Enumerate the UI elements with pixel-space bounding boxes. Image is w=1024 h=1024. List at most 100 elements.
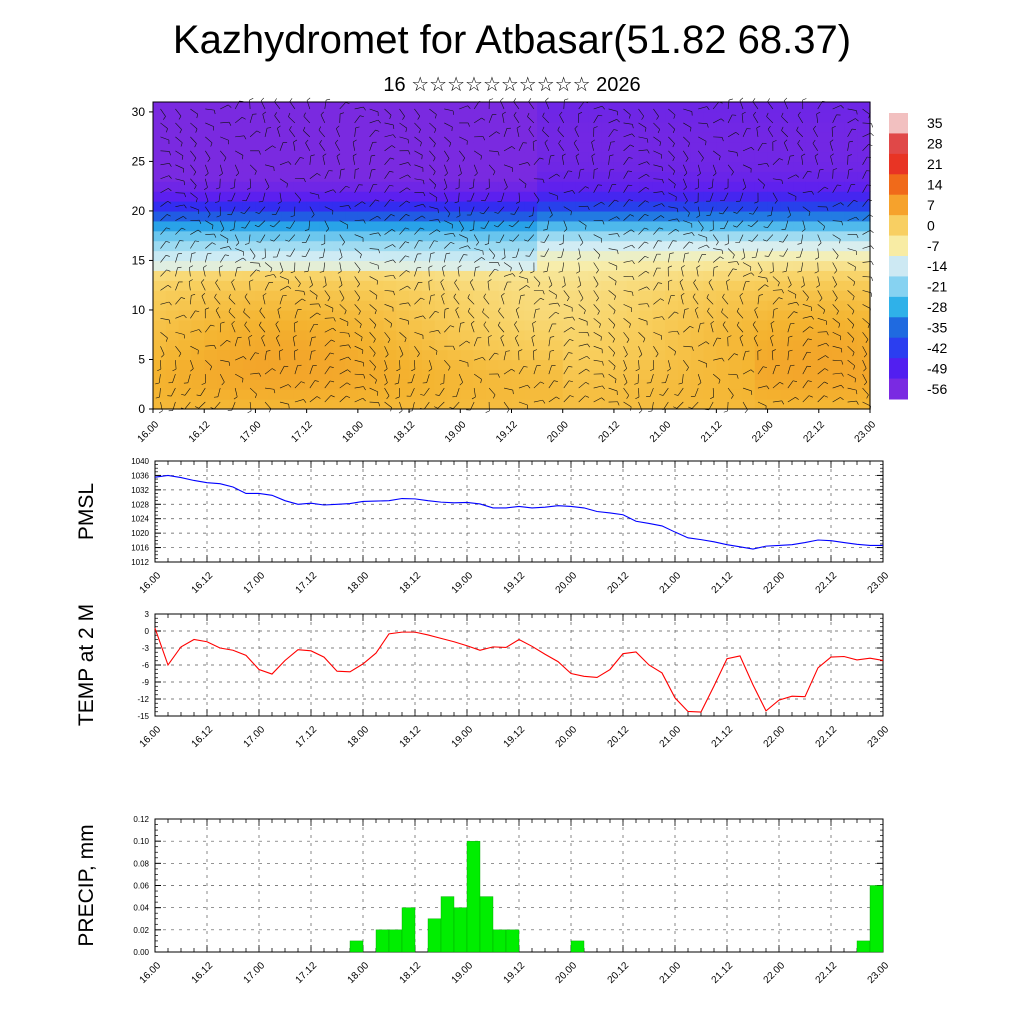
wind-barb-flag (482, 357, 486, 361)
wind-barb-flag (549, 214, 553, 218)
wind-barb (518, 262, 523, 271)
temperature-cell (178, 250, 193, 262)
wind-barb-flag (662, 191, 665, 196)
temperature-cell (780, 171, 794, 182)
wind-barb (354, 248, 362, 255)
temperature-cell (383, 131, 397, 143)
temperature-cell (460, 151, 474, 163)
temperature-cell (703, 230, 717, 242)
wind-barb (160, 136, 170, 141)
wind-barb (483, 206, 490, 214)
wind-barb-flag (599, 323, 601, 328)
wind-barb (444, 242, 451, 249)
x-tick-label: 16.12 (190, 724, 216, 750)
wind-barb (802, 315, 812, 319)
wind-barb (339, 169, 342, 179)
temperature-cell (434, 121, 449, 133)
temperature-cell (549, 270, 564, 281)
temperature-cell (857, 359, 871, 370)
wind-barb-flag (739, 293, 743, 297)
temperature-cell (421, 329, 436, 341)
wind-barb (653, 178, 663, 180)
wind-barb (249, 248, 256, 257)
wind-barb-flag (646, 286, 650, 290)
temperature-cell (588, 151, 602, 163)
wind-barb-flag (179, 129, 182, 134)
temperature-cell (818, 319, 833, 331)
temperature-cell (498, 240, 513, 252)
temperature-cell (498, 389, 513, 400)
temperature-cell (268, 290, 282, 301)
wind-barb (354, 359, 364, 363)
wind-barb (453, 297, 460, 305)
wind-barb (662, 387, 669, 396)
x-tick-label: 22.00 (762, 960, 788, 986)
temperature-cell (153, 379, 167, 390)
wind-barb-flag (819, 169, 824, 171)
temperature-cell (716, 240, 730, 252)
temperature-cell (268, 171, 282, 182)
wind-barb-flag (788, 335, 793, 338)
wind-barb (532, 141, 535, 151)
wind-barb (563, 170, 569, 179)
wind-barb-flag (330, 352, 335, 355)
wind-barb (817, 169, 820, 179)
wind-barb-flag (593, 126, 598, 129)
wind-barb (187, 374, 191, 383)
wind-barb (528, 101, 535, 110)
wind-barb-flag (189, 265, 194, 268)
temperature-cell (306, 379, 321, 390)
temperature-cell (805, 290, 820, 301)
wind-barb (862, 360, 867, 369)
temperature-cell (434, 250, 449, 262)
temperature-cell (191, 379, 205, 390)
temperature-cell (409, 309, 423, 321)
temperature-cell (729, 319, 743, 331)
wind-barb-flag (576, 257, 581, 260)
temperature-cell (601, 379, 615, 390)
temperature-cell (229, 220, 244, 232)
wind-barb-flag (315, 295, 318, 300)
wind-barb-flag (724, 187, 729, 190)
temperature-cell (805, 359, 820, 370)
wind-barb (727, 387, 734, 396)
temperature-cell (370, 339, 385, 351)
wind-barb (215, 282, 221, 291)
wind-barb-flag (378, 232, 381, 237)
wind-barb (414, 297, 422, 305)
temperature-cell (447, 250, 461, 262)
temperature-cell (421, 131, 436, 143)
wind-barb-flag (631, 244, 635, 249)
temperature-cell (703, 240, 717, 252)
wind-barb-flag (271, 368, 276, 371)
wind-barb (248, 337, 251, 347)
wind-barb-flag (614, 199, 619, 202)
temperature-cell (485, 210, 500, 222)
wind-barb-flag (500, 334, 504, 339)
temperature-cell (626, 389, 641, 400)
wind-barb-flag (393, 275, 396, 280)
y-tick-label: 3 (145, 610, 150, 619)
temperature-cell (242, 161, 257, 172)
wind-barb (474, 356, 483, 361)
wind-barb-flag (687, 212, 690, 217)
temperature-cell (319, 379, 333, 390)
temperature-cell (857, 240, 871, 252)
temperature-cell (780, 270, 794, 281)
wind-barb-flag (378, 249, 380, 254)
wind-barb (847, 304, 855, 311)
wind-barb (593, 262, 599, 271)
temperature-cell (345, 240, 359, 252)
wind-barb-flag (540, 255, 545, 257)
wind-barb (787, 396, 796, 403)
wind-barb (533, 297, 541, 305)
temperature-cell (319, 230, 333, 242)
temperature-cell (357, 250, 372, 262)
temperature-cell (613, 111, 628, 123)
wind-barb (423, 401, 430, 410)
wind-barb-flag (322, 153, 327, 157)
temperature-cell (703, 319, 717, 331)
temperature-cell (652, 290, 666, 301)
temperature-cell (153, 161, 167, 172)
wind-barb (288, 234, 296, 242)
